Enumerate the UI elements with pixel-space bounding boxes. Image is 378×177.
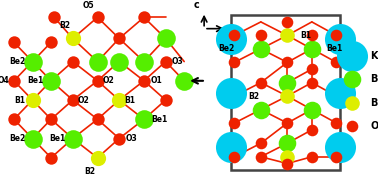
Point	[231, 61, 237, 64]
Point	[231, 122, 237, 124]
Point	[11, 79, 17, 82]
Point	[337, 37, 343, 40]
Point	[29, 99, 36, 101]
Text: Be1: Be1	[28, 76, 44, 85]
Point	[231, 155, 237, 158]
Text: Be1: Be1	[49, 134, 65, 143]
Text: a: a	[232, 27, 239, 37]
Point	[284, 34, 290, 37]
Point	[48, 79, 54, 82]
Point	[94, 60, 101, 63]
Point	[349, 101, 355, 104]
Point	[94, 16, 101, 19]
Point	[349, 78, 355, 81]
Point	[333, 122, 339, 124]
Text: O2: O2	[78, 96, 90, 105]
Point	[258, 47, 264, 50]
Point	[70, 60, 76, 63]
Text: K: K	[370, 51, 378, 61]
Point	[309, 81, 315, 84]
Text: B2: B2	[248, 92, 259, 101]
Point	[284, 122, 290, 124]
Text: O2: O2	[102, 76, 114, 85]
Point	[181, 79, 187, 82]
Text: B1: B1	[15, 96, 26, 105]
Text: O4: O4	[0, 76, 9, 85]
Point	[258, 155, 264, 158]
Text: B: B	[370, 98, 378, 108]
Point	[141, 118, 147, 121]
Point	[94, 118, 101, 121]
Point	[29, 60, 36, 63]
Point	[48, 41, 54, 44]
Point	[309, 155, 315, 158]
Text: Be2: Be2	[9, 57, 25, 66]
Point	[70, 99, 76, 101]
Point	[284, 95, 290, 98]
Point	[333, 34, 339, 37]
Text: B2: B2	[59, 21, 71, 30]
Text: Be: Be	[370, 74, 378, 84]
Point	[228, 37, 234, 40]
Point	[141, 79, 147, 82]
Point	[48, 118, 54, 121]
Point	[70, 37, 76, 40]
Point	[309, 34, 315, 37]
Point	[258, 34, 264, 37]
Text: B1: B1	[301, 31, 312, 40]
Point	[337, 145, 343, 148]
Point	[11, 118, 17, 121]
Text: Be1: Be1	[327, 44, 342, 53]
Point	[349, 125, 355, 128]
Point	[116, 137, 122, 140]
Point	[284, 142, 290, 145]
Point	[337, 91, 343, 94]
Point	[284, 162, 290, 165]
Point	[309, 128, 315, 131]
Point	[29, 137, 36, 140]
Text: O: O	[370, 121, 378, 132]
Text: Be2: Be2	[9, 134, 25, 143]
Point	[94, 156, 101, 159]
Point	[48, 156, 54, 159]
Point	[258, 81, 264, 84]
Text: Be1: Be1	[151, 115, 167, 124]
Point	[116, 60, 122, 63]
Point	[309, 108, 315, 111]
Point	[163, 60, 169, 63]
Point	[284, 155, 290, 158]
Point	[284, 21, 290, 23]
Point	[231, 34, 237, 37]
Point	[284, 81, 290, 84]
Point	[11, 41, 17, 44]
Point	[228, 145, 234, 148]
Text: B2: B2	[84, 167, 95, 176]
Point	[333, 155, 339, 158]
Text: B1: B1	[124, 96, 135, 105]
Text: O5: O5	[82, 1, 94, 10]
Point	[333, 61, 339, 64]
Point	[94, 79, 101, 82]
Point	[70, 137, 76, 140]
Bar	[231, 15, 340, 170]
Point	[309, 68, 315, 70]
Point	[163, 99, 169, 101]
Text: O3: O3	[172, 57, 184, 66]
Text: c: c	[194, 0, 200, 10]
Text: O3: O3	[125, 134, 138, 143]
Point	[349, 54, 355, 57]
Point	[141, 60, 147, 63]
Point	[258, 108, 264, 111]
Point	[284, 61, 290, 64]
Point	[258, 142, 264, 145]
Point	[116, 99, 122, 101]
Text: O1: O1	[150, 76, 162, 85]
Text: Be2: Be2	[219, 44, 235, 53]
Point	[51, 16, 57, 19]
Point	[228, 91, 234, 94]
Point	[116, 37, 122, 40]
Point	[163, 37, 169, 40]
Point	[141, 16, 147, 19]
Point	[309, 47, 315, 50]
